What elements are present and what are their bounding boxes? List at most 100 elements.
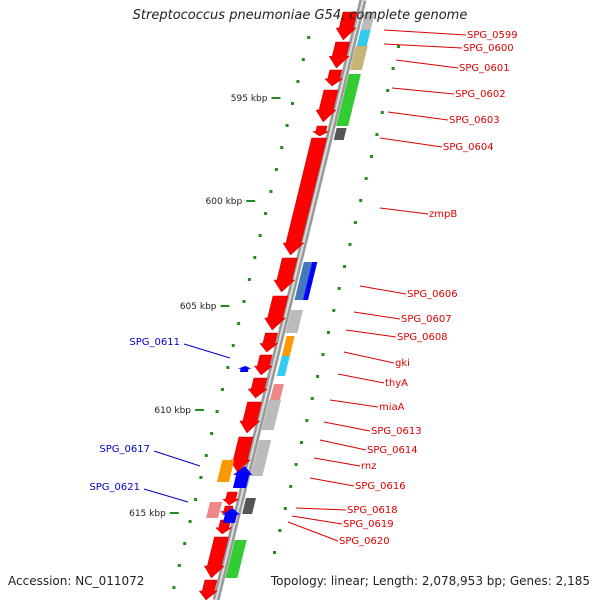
cds-forward xyxy=(324,69,344,87)
scale-dot xyxy=(278,529,282,532)
cds-forward xyxy=(328,41,351,69)
scale-dot xyxy=(199,476,203,479)
scale-dot xyxy=(242,300,246,303)
scale-dot xyxy=(210,432,214,435)
gene-label-spg_0600[interactable]: SPG_0600 xyxy=(463,43,514,54)
leader-line xyxy=(379,137,443,148)
cog-block xyxy=(294,262,314,300)
scale-dot xyxy=(380,111,384,114)
gene-label-spg_0608[interactable]: SPG_0608 xyxy=(397,332,448,343)
cds-forward xyxy=(282,137,328,256)
gene-label-spg_0601[interactable]: SPG_0601 xyxy=(459,63,510,74)
gene-label-spg_0620[interactable]: SPG_0620 xyxy=(339,536,390,547)
scale-dot xyxy=(220,388,224,391)
leader-line xyxy=(345,329,397,338)
cds-forward xyxy=(311,125,329,137)
scale-dot xyxy=(183,542,187,545)
gene-label-spg_0607[interactable]: SPG_0607 xyxy=(401,314,452,325)
leader-line xyxy=(183,343,231,359)
leader-line xyxy=(387,111,449,121)
cog-block xyxy=(336,74,361,126)
leader-line xyxy=(343,351,395,364)
scale-dot xyxy=(337,287,341,290)
scale-dot xyxy=(283,507,287,510)
gene-label-spg_0614[interactable]: SPG_0614 xyxy=(367,445,418,456)
gene-label-spg_0613[interactable]: SPG_0613 xyxy=(371,426,422,437)
cog-block xyxy=(333,128,347,140)
cog-block xyxy=(250,440,272,476)
scale-dot xyxy=(291,102,295,105)
scale-label: 595 kbp xyxy=(231,94,268,104)
scale-dot xyxy=(285,124,289,127)
scale-dot xyxy=(375,133,379,136)
gene-label-thya[interactable]: thyA xyxy=(385,378,408,389)
scale-dot xyxy=(370,155,374,158)
cog-block xyxy=(225,540,247,578)
cog-block xyxy=(270,384,284,400)
gene-label-spg_0602[interactable]: SPG_0602 xyxy=(455,89,506,100)
scale-dot xyxy=(264,212,268,215)
scale-label: 615 kbp xyxy=(129,509,166,519)
leader-line xyxy=(329,399,379,408)
gene-label-miaa[interactable]: miaA xyxy=(379,402,405,413)
scale-dot xyxy=(316,375,320,378)
scale-dot xyxy=(193,498,197,501)
gene-features xyxy=(198,11,376,601)
scale-label: 610 kbp xyxy=(154,406,191,416)
scale-dot xyxy=(364,177,368,180)
leader-line xyxy=(379,207,429,215)
scale-dot xyxy=(273,551,277,554)
scale-dot xyxy=(253,256,257,259)
cds-forward xyxy=(247,377,268,399)
gene-label-spg_0616[interactable]: SPG_0616 xyxy=(355,481,406,492)
leader-line xyxy=(313,457,361,467)
scale-label: 605 kbp xyxy=(180,302,217,312)
scale-dot xyxy=(391,67,395,70)
map-title: Streptococcus pneumoniae G54, complete g… xyxy=(132,8,468,23)
gene-label-spg_0611[interactable]: SPG_0611 xyxy=(129,337,180,348)
cds-reverse xyxy=(232,466,253,488)
scale-dot xyxy=(204,454,208,457)
gene-label-gki[interactable]: gki xyxy=(395,358,410,369)
gene-label-spg_0599[interactable]: SPG_0599 xyxy=(467,30,518,41)
scale-dot xyxy=(310,397,314,400)
gene-label-spg_0604[interactable]: SPG_0604 xyxy=(443,142,494,153)
gene-label-rnz[interactable]: rnz xyxy=(361,461,377,472)
leader-line xyxy=(383,29,467,36)
scale-dot xyxy=(289,485,293,488)
cds-forward xyxy=(264,295,289,331)
cds-reverse xyxy=(303,262,318,300)
scale-ticks: 595 kbp 600 kbp 605 kbp 610 kbp 615 kbp xyxy=(129,94,281,519)
leader-line xyxy=(383,43,463,49)
gene-label-spg_0621[interactable]: SPG_0621 xyxy=(89,482,140,493)
cds-forward xyxy=(273,257,298,293)
leader-line xyxy=(309,477,355,487)
leader-line xyxy=(337,373,385,384)
cds-forward xyxy=(203,536,229,579)
cog-block xyxy=(206,502,223,518)
gene-label-zmpb[interactable]: zmpB xyxy=(429,209,457,220)
gene-label-spg_0618[interactable]: SPG_0618 xyxy=(347,505,398,516)
accession-label: Accession: NC_011072 xyxy=(8,574,145,588)
cog-block xyxy=(242,498,256,514)
scale-dot xyxy=(299,441,303,444)
cds-forward xyxy=(259,332,279,353)
scale-dot xyxy=(258,234,262,237)
leader-line xyxy=(391,87,455,95)
gene-label-spg_0617[interactable]: SPG_0617 xyxy=(99,444,150,455)
cog-block xyxy=(349,46,368,70)
cds-forward xyxy=(222,491,240,506)
gene-label-spg_0619[interactable]: SPG_0619 xyxy=(343,519,394,530)
gene-label-spg_0606[interactable]: SPG_0606 xyxy=(407,289,458,300)
gene-label-spg_0603[interactable]: SPG_0603 xyxy=(449,115,500,126)
cds-forward xyxy=(335,11,358,41)
scale-dot xyxy=(348,243,352,246)
scale-dot xyxy=(247,278,251,281)
scale-dot xyxy=(396,45,400,48)
scale-dot xyxy=(307,36,311,39)
genome-summary: Topology: linear; Length: 2,078,953 bp; … xyxy=(270,574,590,588)
cds-forward xyxy=(253,354,274,376)
genome-backbone xyxy=(212,0,367,601)
cog-block xyxy=(356,30,371,46)
scale-dot xyxy=(359,199,363,202)
